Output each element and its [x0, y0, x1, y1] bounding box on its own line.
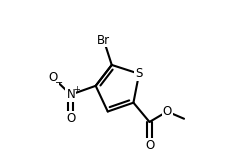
Text: O: O: [66, 112, 76, 125]
Text: O: O: [163, 105, 172, 118]
Text: +: +: [74, 85, 80, 94]
Text: Br: Br: [97, 34, 110, 46]
Text: N: N: [66, 88, 75, 101]
Text: S: S: [135, 67, 143, 80]
Text: O: O: [145, 139, 154, 152]
Text: −: −: [55, 78, 63, 88]
Text: O: O: [48, 71, 58, 84]
